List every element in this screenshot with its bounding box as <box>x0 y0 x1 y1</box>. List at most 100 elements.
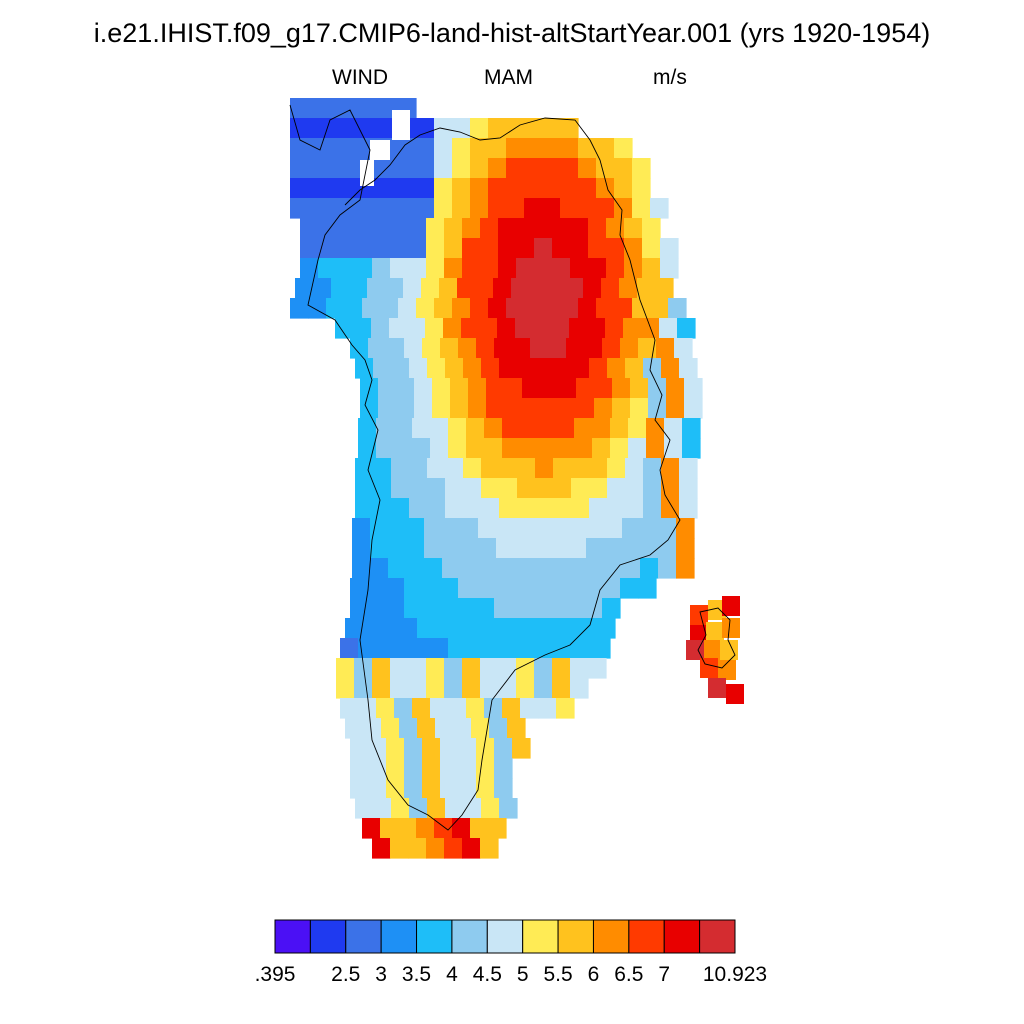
map-cell <box>390 218 409 239</box>
map-cell <box>478 518 497 539</box>
map-cell <box>358 418 377 439</box>
map-cell <box>494 758 513 779</box>
map-cell <box>344 198 363 219</box>
map-cell <box>579 618 598 639</box>
map-cell <box>354 678 373 699</box>
map-cell <box>353 318 372 339</box>
map-cell <box>399 618 418 639</box>
map-cell <box>514 538 533 559</box>
map-cell <box>463 498 482 519</box>
map-cell <box>496 558 515 579</box>
map-cell <box>408 678 427 699</box>
map-cell <box>372 218 391 239</box>
map-cell <box>484 638 503 659</box>
map-cell <box>442 538 461 559</box>
map-cell <box>571 478 590 499</box>
map-cell <box>408 218 427 239</box>
map-cell <box>656 338 675 359</box>
map-cell <box>427 478 446 499</box>
map-cell <box>448 698 467 719</box>
map-cell <box>550 538 569 559</box>
map-cell <box>524 118 543 139</box>
map-cell <box>470 818 489 839</box>
map-cell <box>350 578 369 599</box>
map-cell <box>448 638 467 659</box>
colorbar-tick-label: 6.5 <box>614 963 643 986</box>
map-cell <box>422 578 441 599</box>
map-cell <box>452 118 471 139</box>
map-cell <box>439 278 458 299</box>
colorbar-box <box>592 919 630 954</box>
map-cell <box>376 698 395 719</box>
map-cell <box>512 338 531 359</box>
map-cell <box>432 398 451 419</box>
colorbar-boxes <box>274 919 736 954</box>
map-cell <box>344 178 363 199</box>
map-cell <box>494 338 513 359</box>
map-cell <box>604 518 623 539</box>
map-cell <box>586 538 605 559</box>
colorbar-tick-label: 7 <box>658 963 670 986</box>
map-cell <box>488 818 507 839</box>
map-cell <box>398 158 417 179</box>
map-cell <box>478 558 497 579</box>
map-cell <box>417 618 436 639</box>
map-cell <box>655 278 674 299</box>
map-cell <box>553 458 572 479</box>
map-cell <box>679 458 698 479</box>
map-cell <box>463 478 482 499</box>
map-cell <box>566 338 585 359</box>
map-cell <box>308 98 327 119</box>
map-cell <box>666 378 685 399</box>
map-cell <box>424 558 443 579</box>
map-cell <box>560 298 579 319</box>
map-cell <box>624 258 643 279</box>
map-cell <box>367 278 386 299</box>
map-cell <box>548 578 567 599</box>
map-cell <box>362 98 381 119</box>
map-cell <box>666 398 685 419</box>
map-cell <box>538 418 557 439</box>
map-cell <box>602 598 621 619</box>
map-cell <box>335 318 354 339</box>
map-cell <box>445 458 464 479</box>
map-cell <box>404 758 423 779</box>
map-cell <box>424 518 443 539</box>
map-cell <box>507 718 526 739</box>
map-cell <box>453 618 472 639</box>
map-cell <box>444 678 463 699</box>
map-cell <box>432 378 451 399</box>
map-cell <box>476 578 495 599</box>
map-cell <box>363 718 382 739</box>
map-cell <box>486 378 505 399</box>
map-cell <box>368 338 387 359</box>
colorbar-tick-label: 4 <box>446 963 458 986</box>
map-cell <box>553 498 572 519</box>
map-cell <box>398 138 417 159</box>
season-label: MAM <box>484 66 533 89</box>
map-cell <box>480 838 499 859</box>
map-cell <box>619 278 638 299</box>
map-cell <box>372 678 391 699</box>
colorbar-box <box>309 919 347 954</box>
map-cell <box>457 278 476 299</box>
map-cell <box>532 558 551 579</box>
map-cell <box>308 298 327 319</box>
map-cell <box>362 198 381 219</box>
map-cell <box>560 158 579 179</box>
map-cell <box>426 258 445 279</box>
map-cell <box>525 618 544 639</box>
map-cell <box>628 418 647 439</box>
map-cell <box>398 298 417 319</box>
map-cell <box>399 718 418 739</box>
map-cell <box>543 618 562 639</box>
map-cell <box>488 298 507 319</box>
map-cell <box>354 658 373 679</box>
map-cell <box>390 838 409 859</box>
map-cell <box>476 598 495 619</box>
map-cell <box>412 438 431 459</box>
map-cell <box>530 578 549 599</box>
map-cell <box>646 438 665 459</box>
map-cell <box>502 698 521 719</box>
map-cell <box>534 218 553 239</box>
